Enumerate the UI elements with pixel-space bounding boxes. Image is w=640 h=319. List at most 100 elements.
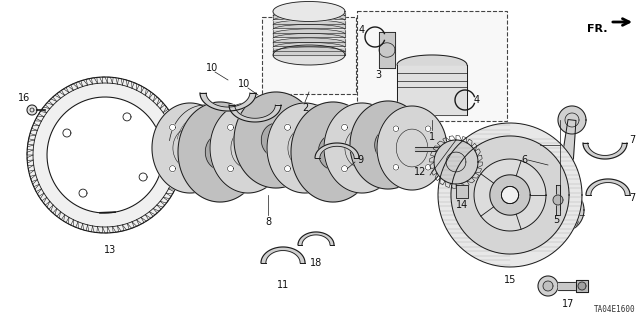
Polygon shape <box>291 102 375 202</box>
Polygon shape <box>319 124 326 130</box>
Polygon shape <box>204 124 211 130</box>
Polygon shape <box>262 166 269 172</box>
Polygon shape <box>273 45 345 65</box>
Polygon shape <box>376 166 383 172</box>
Polygon shape <box>47 97 163 213</box>
Polygon shape <box>227 124 234 130</box>
Polygon shape <box>379 32 395 68</box>
Polygon shape <box>576 280 588 292</box>
Text: 16: 16 <box>18 93 30 103</box>
Text: 6: 6 <box>521 155 527 165</box>
Polygon shape <box>578 282 586 290</box>
Text: FR.: FR. <box>588 24 608 34</box>
Polygon shape <box>426 165 431 170</box>
Polygon shape <box>397 55 467 65</box>
Polygon shape <box>342 124 348 130</box>
Polygon shape <box>267 103 343 193</box>
Text: TA04E1600: TA04E1600 <box>593 305 635 314</box>
Text: 13: 13 <box>104 245 116 255</box>
Polygon shape <box>451 136 569 254</box>
Polygon shape <box>261 247 305 263</box>
Polygon shape <box>397 65 467 115</box>
Polygon shape <box>350 101 426 189</box>
Polygon shape <box>178 102 262 202</box>
Text: 1: 1 <box>429 132 435 142</box>
Polygon shape <box>273 2 345 21</box>
Text: 12: 12 <box>414 167 426 177</box>
Text: 18: 18 <box>310 258 322 268</box>
Polygon shape <box>374 130 401 160</box>
Text: 5: 5 <box>553 215 559 225</box>
Polygon shape <box>501 186 518 204</box>
Polygon shape <box>152 103 228 193</box>
Text: 7: 7 <box>629 193 635 203</box>
FancyBboxPatch shape <box>357 11 507 121</box>
Polygon shape <box>234 92 318 188</box>
Polygon shape <box>273 43 345 46</box>
Text: 11: 11 <box>277 280 289 290</box>
Polygon shape <box>556 185 560 215</box>
Polygon shape <box>318 135 348 169</box>
Polygon shape <box>377 106 447 190</box>
Polygon shape <box>210 103 286 193</box>
Polygon shape <box>273 39 345 41</box>
Polygon shape <box>170 166 175 172</box>
Polygon shape <box>79 189 87 197</box>
Polygon shape <box>170 124 175 130</box>
Polygon shape <box>540 188 584 232</box>
Polygon shape <box>262 124 269 130</box>
Text: 4: 4 <box>359 25 365 35</box>
Polygon shape <box>583 143 627 159</box>
Polygon shape <box>546 218 554 226</box>
Polygon shape <box>273 25 345 28</box>
Text: 2: 2 <box>302 103 308 113</box>
Polygon shape <box>285 124 291 130</box>
Polygon shape <box>376 124 383 130</box>
Text: 9: 9 <box>357 155 363 165</box>
Polygon shape <box>273 29 345 33</box>
Polygon shape <box>200 93 256 111</box>
Polygon shape <box>273 52 345 55</box>
Polygon shape <box>538 276 558 296</box>
Polygon shape <box>415 147 455 151</box>
Polygon shape <box>227 166 234 172</box>
Polygon shape <box>273 48 345 50</box>
Polygon shape <box>342 166 348 172</box>
Polygon shape <box>558 106 586 134</box>
Polygon shape <box>474 159 546 231</box>
Polygon shape <box>335 105 406 148</box>
Polygon shape <box>554 120 576 211</box>
Text: 4: 4 <box>474 95 480 105</box>
Text: 10: 10 <box>206 63 218 73</box>
Polygon shape <box>315 143 359 158</box>
Text: 7: 7 <box>629 135 635 145</box>
Polygon shape <box>273 16 345 19</box>
Polygon shape <box>438 123 582 267</box>
Polygon shape <box>273 11 345 14</box>
Polygon shape <box>393 165 399 170</box>
Polygon shape <box>123 113 131 121</box>
Polygon shape <box>273 20 345 24</box>
Polygon shape <box>324 103 400 193</box>
Polygon shape <box>27 77 183 233</box>
Polygon shape <box>285 166 291 172</box>
Polygon shape <box>426 126 431 131</box>
Text: 15: 15 <box>504 275 516 285</box>
Text: 14: 14 <box>456 200 468 210</box>
Polygon shape <box>273 34 345 37</box>
Text: 17: 17 <box>562 299 574 309</box>
Polygon shape <box>543 281 553 291</box>
FancyBboxPatch shape <box>262 17 356 94</box>
Polygon shape <box>27 105 37 115</box>
Polygon shape <box>570 218 578 226</box>
Text: 10: 10 <box>238 79 250 89</box>
Polygon shape <box>319 166 326 172</box>
Polygon shape <box>393 126 399 131</box>
Text: 8: 8 <box>265 217 271 227</box>
Polygon shape <box>456 185 468 198</box>
Text: 3: 3 <box>375 70 381 80</box>
Polygon shape <box>261 123 291 157</box>
Polygon shape <box>228 105 298 148</box>
Polygon shape <box>558 282 578 290</box>
Polygon shape <box>586 179 630 195</box>
